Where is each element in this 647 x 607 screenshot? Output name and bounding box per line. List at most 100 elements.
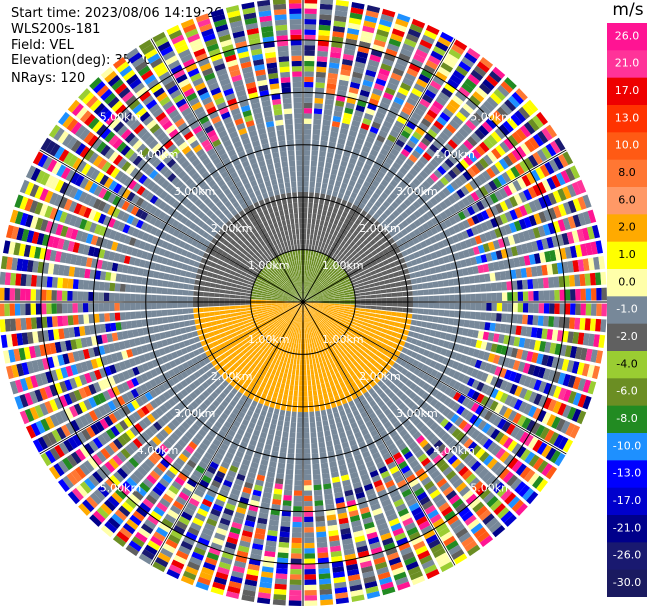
range-gate [435,96,447,107]
range-gate [419,170,429,180]
range-gate [309,192,314,198]
range-gate [499,392,509,404]
range-gate [511,314,518,324]
range-gate [489,192,499,204]
range-gate [440,62,454,73]
range-gate [448,48,462,60]
range-gate [312,285,317,290]
range-gate [536,265,543,277]
range-gate [346,245,352,252]
range-gate [352,71,363,79]
range-gate [303,396,308,402]
range-gate [369,287,376,291]
range-gate [440,248,448,256]
range-gate [542,223,551,236]
range-gate [303,155,310,161]
range-gate [346,238,353,245]
range-gate [362,224,370,232]
range-gate [379,332,387,338]
range-gate [494,431,505,443]
range-gate [409,23,424,34]
range-gate [373,253,380,260]
range-gate [274,583,287,590]
range-gate [332,268,338,274]
range-gate [490,376,499,387]
range-gate [549,450,561,464]
range-gate [286,463,294,470]
range-gate [374,175,383,183]
range-gate [460,294,466,302]
range-gate [459,311,466,319]
range-gate [523,255,531,266]
range-gate [353,199,361,207]
range-gate [311,278,315,284]
range-gate [527,118,540,132]
range-gate [311,292,316,296]
range-gate [432,281,439,288]
range-gate [382,92,394,101]
range-gate [553,316,560,328]
range-gate [379,243,387,251]
range-gate [454,353,463,362]
range-gate [572,392,582,406]
range-gate [416,234,425,242]
range-gate [515,325,522,336]
range-gate [430,388,439,397]
range-gate [318,35,330,42]
range-gate [285,378,291,385]
range-gate [320,409,327,416]
range-gate [338,79,349,87]
range-gate [320,188,327,195]
range-gate [565,167,576,182]
range-gate [328,141,336,149]
range-gate [523,216,532,228]
range-gate [451,234,460,243]
range-gate [377,276,384,282]
range-gate [294,469,303,475]
range-gate [458,319,465,327]
range-gate [471,203,480,214]
range-gate [523,434,534,447]
range-gate [562,373,571,387]
range-gate [366,4,381,14]
range-gate [501,281,508,291]
range-gate [562,330,569,343]
range-gate [487,332,495,342]
range-gate [450,334,457,342]
range-gate [308,202,313,209]
range-gate [415,78,428,89]
range-gate [417,216,426,225]
range-gate [303,480,312,486]
range-gate [317,230,322,237]
range-gate [382,349,389,356]
range-gate [386,306,392,311]
range-gate [280,441,288,448]
range-gate [364,288,371,292]
range-gate [507,95,521,108]
range-gate [416,283,423,290]
range-gate [584,273,591,286]
range-gate [379,18,393,28]
range-gate [303,197,308,203]
range-gate [289,363,293,370]
range-gate [479,407,489,419]
range-gate [351,250,358,257]
range-gate [496,292,503,301]
range-gate [475,108,488,120]
range-gate [329,57,341,64]
range-gate [370,305,377,310]
range-gate [319,145,327,152]
range-gate [339,187,346,195]
range-gate [223,326,230,332]
range-gate [424,328,432,336]
range-gate [466,377,475,387]
range-gate [337,287,343,291]
range-gate [322,248,327,255]
range-gate [297,411,303,418]
range-gate [279,409,286,416]
range-gate [340,234,346,241]
range-gate [331,275,337,281]
range-gate [355,296,361,299]
range-gate [532,365,541,377]
range-gate [495,250,503,260]
